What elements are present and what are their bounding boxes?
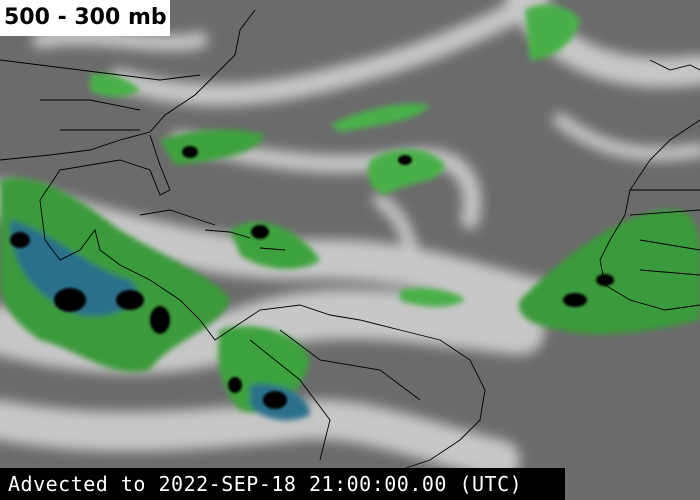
streak <box>0 399 520 480</box>
cloud-region <box>90 73 140 97</box>
coastlines <box>0 9 700 471</box>
streak <box>553 113 700 161</box>
cold-top <box>563 293 587 307</box>
coastline <box>39 134 231 341</box>
cloud-region <box>400 288 465 307</box>
cold-top <box>10 232 30 248</box>
cold-top <box>54 288 86 312</box>
cold-top <box>398 155 412 165</box>
streak <box>373 193 447 287</box>
border <box>629 189 700 276</box>
cold-tops <box>10 146 614 409</box>
cold-top <box>251 225 269 239</box>
cloud-region <box>368 149 445 195</box>
coastline <box>599 119 700 311</box>
cold-top <box>116 290 144 310</box>
cold-top <box>182 146 198 158</box>
timestamp: Advected to 2022-SEP-18 21:00:00.00 (UTC… <box>0 468 565 500</box>
cold-top <box>150 306 170 334</box>
level-label: 500 - 300 mb <box>0 0 170 36</box>
cloud-region <box>10 220 137 316</box>
coastline <box>229 304 486 471</box>
border <box>249 329 421 461</box>
island-coast <box>139 209 286 251</box>
cold-top <box>263 391 287 409</box>
cloud-region <box>330 103 430 132</box>
streak <box>109 0 551 106</box>
border <box>0 59 201 131</box>
coastline <box>649 59 700 71</box>
streak <box>32 29 208 51</box>
cloud-tops <box>0 4 700 421</box>
cold-top <box>228 377 242 393</box>
cloud-region <box>525 4 580 60</box>
coastline <box>0 9 256 161</box>
cold-top <box>596 274 614 286</box>
